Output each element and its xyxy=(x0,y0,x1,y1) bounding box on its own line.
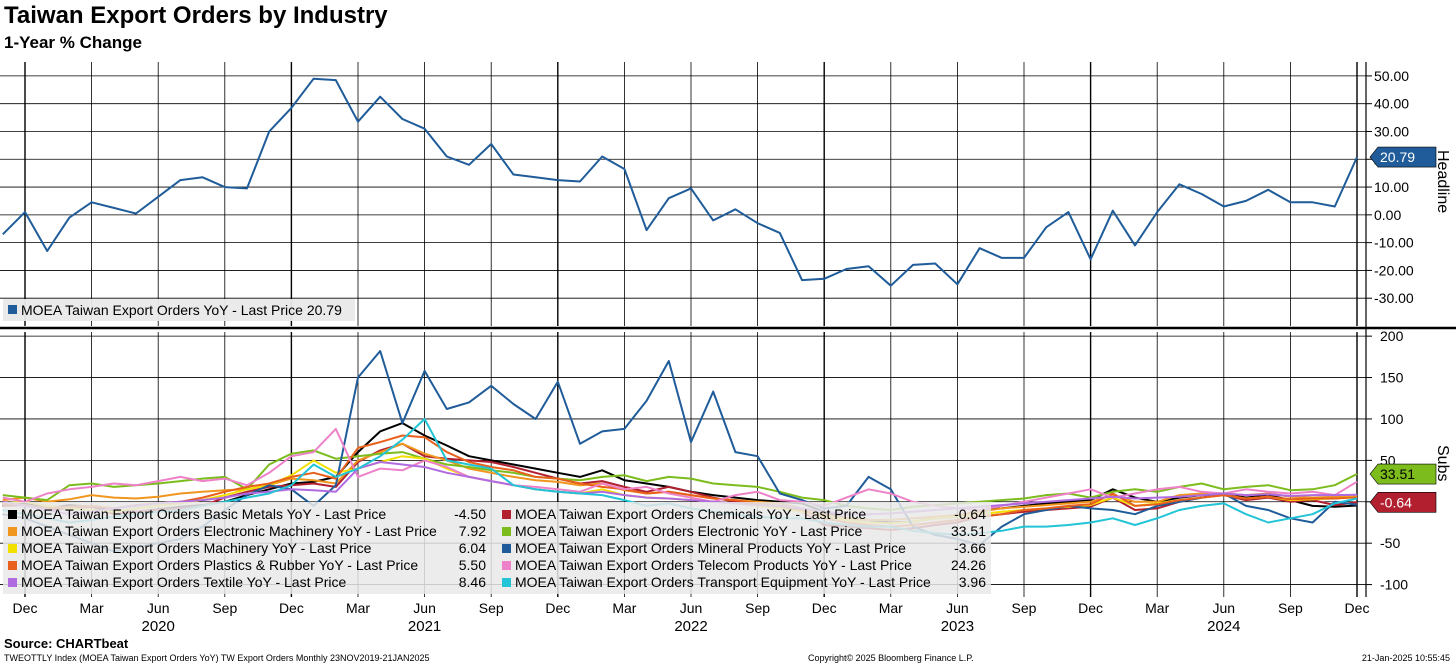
x-year-label: 2023 xyxy=(941,618,974,635)
chemicals-last-tag-text: -0.64 xyxy=(1380,494,1412,510)
top-legend-box xyxy=(3,299,355,321)
chart-title: Taiwan Export Orders by Industry xyxy=(4,2,388,29)
footer-index-info: TWEOTTLY Index (MOEA Taiwan Export Order… xyxy=(4,653,430,663)
x-tick-label: Jun xyxy=(147,600,170,616)
legend-label: MOEA Taiwan Export Orders Transport Equi… xyxy=(515,574,931,590)
legend-label: MOEA Taiwan Export Orders Basic Metals Y… xyxy=(21,506,386,522)
legend-label: MOEA Taiwan Export Orders Mineral Produc… xyxy=(515,540,906,556)
x-tick-label: Sep xyxy=(479,600,504,616)
legend-swatch xyxy=(502,578,511,587)
legend-value: 8.46 xyxy=(459,574,486,590)
x-tick-label: Dec xyxy=(812,600,837,616)
y-tick-label: -10.00 xyxy=(1374,235,1414,251)
x-tick-label: Mar xyxy=(1145,600,1169,616)
x-tick-label: Jun xyxy=(1213,600,1236,616)
bottom-axis-title: Subs xyxy=(1434,445,1451,481)
headline-last-tag: 20.79 xyxy=(1369,146,1437,168)
legend-swatch xyxy=(502,510,511,519)
x-tick-label: Sep xyxy=(1012,600,1037,616)
x-tick-label: Mar xyxy=(346,600,370,616)
x-tick-label: Dec xyxy=(1345,600,1370,616)
headline-last-tag-text: 20.79 xyxy=(1380,149,1415,165)
legend-swatch xyxy=(502,561,511,570)
legend-swatch xyxy=(502,527,511,536)
x-tick-label: Sep xyxy=(1278,600,1303,616)
source-note: Source: CHARTbeat xyxy=(4,636,129,651)
y-tick-label: 0.00 xyxy=(1374,207,1401,223)
legend-label: MOEA Taiwan Export Orders Plastics & Rub… xyxy=(21,557,418,573)
bottom-legend-box xyxy=(3,502,991,594)
y-tick-label: 100 xyxy=(1380,411,1404,427)
top-legend-swatch xyxy=(8,305,17,314)
legend-value: -4.50 xyxy=(454,506,486,522)
legend-value: 33.51 xyxy=(951,523,986,539)
chart-subtitle: 1-Year % Change xyxy=(4,33,142,52)
x-tick-label: Jun xyxy=(946,600,969,616)
legend-label: MOEA Taiwan Export Orders Chemicals YoY … xyxy=(515,506,866,522)
series-line xyxy=(2,461,1358,516)
top-legend-label: MOEA Taiwan Export Orders YoY - Last Pri… xyxy=(21,302,342,318)
legend-value: 6.04 xyxy=(459,540,486,556)
y-tick-label: 200 xyxy=(1380,328,1404,344)
legend-value: -3.66 xyxy=(954,540,986,556)
x-year-label: 2022 xyxy=(674,618,707,635)
y-tick-label: 10.00 xyxy=(1374,179,1409,195)
footer-copyright: Copyright© 2025 Bloomberg Finance L.P. xyxy=(808,653,974,663)
legend-swatch xyxy=(502,544,511,553)
x-year-label: 2024 xyxy=(1207,618,1240,635)
series-line xyxy=(2,427,1358,511)
x-tick-label: Dec xyxy=(13,600,38,616)
x-tick-label: Dec xyxy=(1078,600,1103,616)
y-tick-label: 30.00 xyxy=(1374,123,1409,139)
y-tick-label: 40.00 xyxy=(1374,96,1409,112)
y-tick-label: -50 xyxy=(1380,535,1400,551)
legend-label: MOEA Taiwan Export Orders Telecom Produc… xyxy=(515,557,912,573)
y-tick-label: -30.00 xyxy=(1374,290,1414,306)
x-tick-label: Mar xyxy=(612,600,636,616)
footer-timestamp: 21-Jan-2025 10:55:45 xyxy=(1361,653,1450,663)
x-tick-label: Sep xyxy=(212,600,237,616)
legend-value: 24.26 xyxy=(951,557,986,573)
electronic-last-tag: 33.51 xyxy=(1369,463,1437,485)
legend-label: MOEA Taiwan Export Orders Electronic YoY… xyxy=(515,523,863,539)
legend-label: MOEA Taiwan Export Orders Electronic Mac… xyxy=(21,523,437,539)
x-tick-label: Dec xyxy=(279,600,304,616)
legend-label: MOEA Taiwan Export Orders Machinery YoY … xyxy=(21,540,372,556)
y-tick-label: 50.00 xyxy=(1374,68,1409,84)
x-tick-label: Jun xyxy=(680,600,703,616)
x-year-label: 2020 xyxy=(142,618,175,635)
legend-value: 7.92 xyxy=(459,523,486,539)
series-line xyxy=(2,434,1358,528)
chemicals-last-tag: -0.64 xyxy=(1369,491,1437,513)
electronic-last-tag-shape xyxy=(1369,463,1437,485)
top-axis-title: Headline xyxy=(1434,150,1451,213)
legend-value: 5.50 xyxy=(459,557,486,573)
legend-label: MOEA Taiwan Export Orders Textile YoY - … xyxy=(21,574,346,590)
x-tick-label: Dec xyxy=(545,600,570,616)
legend-swatch xyxy=(8,561,17,570)
x-year-label: 2021 xyxy=(408,618,441,635)
x-tick-label: Mar xyxy=(80,600,104,616)
legend-swatch xyxy=(8,544,17,553)
x-tick-label: Jun xyxy=(413,600,436,616)
y-tick-label: -100 xyxy=(1380,577,1408,593)
headline-last-tag-shape xyxy=(1369,146,1437,168)
electronic-last-tag-text: 33.51 xyxy=(1380,466,1415,482)
x-tick-label: Sep xyxy=(745,600,770,616)
series-line xyxy=(2,77,1358,287)
legend-value: -0.64 xyxy=(954,506,986,522)
legend-swatch xyxy=(8,578,17,587)
legend-swatch xyxy=(8,510,17,519)
legend-value: 3.96 xyxy=(959,574,986,590)
y-tick-label: 150 xyxy=(1380,370,1404,386)
chemicals-last-tag-shape xyxy=(1369,491,1437,513)
x-tick-label: Mar xyxy=(879,600,903,616)
legend-swatch xyxy=(8,527,17,536)
y-tick-label: -20.00 xyxy=(1374,262,1414,278)
